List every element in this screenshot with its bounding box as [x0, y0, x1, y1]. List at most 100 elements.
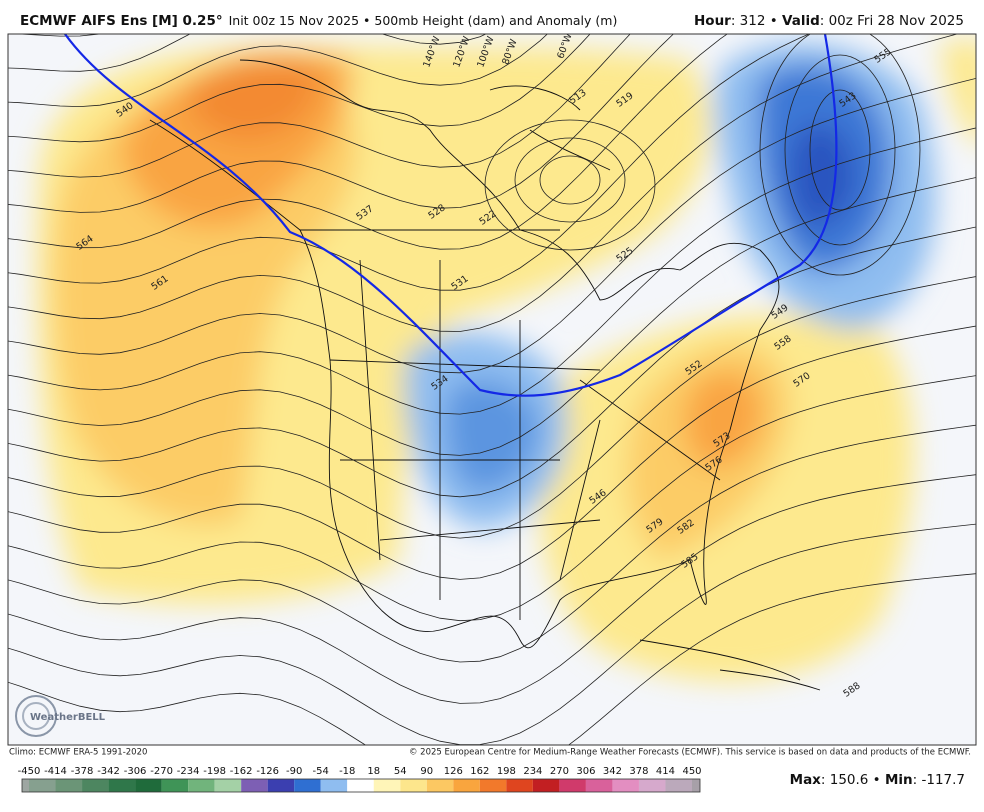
climo-note: Climo: ECMWF ERA-5 1991-2020 — [9, 748, 147, 758]
contour-line — [8, 276, 976, 539]
copyright: © 2025 European Centre for Medium-Range … — [409, 748, 971, 758]
map-frame — [7, 33, 977, 746]
colorbar-tick-label: 18 — [367, 766, 380, 777]
contour-line — [8, 34, 591, 143]
contour-line — [8, 34, 548, 108]
colorbar-swatch — [55, 779, 83, 792]
contour-line — [8, 34, 674, 213]
contour-line — [8, 523, 976, 745]
colorbar-frame — [21, 778, 701, 793]
colorbar-swatch — [453, 779, 480, 792]
contour-ring — [484, 119, 656, 251]
contour-line — [8, 424, 976, 663]
colorbar-tick-label: 234 — [523, 766, 542, 777]
contour-ring — [759, 34, 921, 276]
contour-ring — [514, 137, 626, 223]
contour-line — [8, 573, 976, 745]
colorbar-swatch — [188, 779, 215, 792]
contour-ring — [809, 89, 871, 211]
colorbar-tick-label: -306 — [124, 766, 147, 777]
colorbar-swatch — [214, 779, 242, 792]
colorbar-tick-label: 450 — [682, 766, 701, 777]
colorbar-swatch — [320, 779, 348, 792]
colorbar-swatch — [241, 779, 268, 792]
colorbar-tick-label: -18 — [339, 766, 355, 777]
contour-line — [8, 474, 976, 704]
logo-text: WeatherBELL — [30, 712, 106, 723]
valid-info: Hour: 312 • Valid: 00z Fri 28 Nov 2025 — [694, 13, 964, 29]
colorbar-swatch — [22, 779, 29, 792]
text-segment: : 312 • — [731, 13, 782, 29]
colorbar-swatch — [135, 779, 162, 792]
text-segment: Valid — [782, 13, 820, 29]
colorbar-tick-label: -450 — [18, 766, 41, 777]
contour-line — [8, 226, 976, 498]
colorbar-swatch — [638, 779, 666, 792]
colorbar-tick-label: 162 — [470, 766, 489, 777]
colorbar-tick-label: -378 — [71, 766, 94, 777]
colorbar-swatch — [373, 779, 401, 792]
colorbar-swatch — [82, 779, 109, 792]
colorbar-swatch — [692, 779, 700, 792]
max-min: Max: 150.6 • Min: -117.7 — [790, 772, 965, 788]
contour-line — [8, 375, 976, 622]
colorbar-tick-label: 342 — [603, 766, 622, 777]
colorbar-swatch — [532, 779, 560, 792]
colorbar: -450 -414 -378 -342 -306 -270 -234 -198 -162 -126… — [18, 766, 702, 793]
colorbar-swatch — [267, 779, 295, 792]
text-segment: Max — [790, 772, 822, 788]
height-contours — [8, 34, 976, 745]
contour-ring — [539, 155, 601, 205]
logo: WeatherBELL — [15, 695, 106, 737]
colorbar-tick-label: -54 — [313, 766, 329, 777]
text-segment: Min — [885, 772, 913, 788]
contour-line — [8, 34, 487, 72]
colorbar-swatch — [585, 779, 613, 792]
colorbar-tick-label: 126 — [444, 766, 463, 777]
colorbar-swatch — [108, 779, 136, 792]
text-segment: : 150.6 • — [821, 772, 885, 788]
contour-ring — [784, 54, 896, 246]
colorbar-tick-label: -162 — [230, 766, 253, 777]
text-segment: : -117.7 — [913, 772, 965, 788]
colorbar-tick-label: -342 — [97, 766, 120, 777]
colorbar-tick-label: 90 — [420, 766, 433, 777]
colorbar-tick-label: -198 — [203, 766, 226, 777]
title: ECMWF AIFS Ens [M] 0.25° Init 00z 15 Nov … — [20, 13, 617, 30]
contour-line — [8, 77, 976, 374]
540-contour — [64, 34, 838, 397]
colorbar-tick-label: -414 — [44, 766, 67, 777]
coastlines — [149, 59, 821, 691]
colorbar-tick-label: 414 — [656, 766, 675, 777]
colorbar-tick-label: 198 — [497, 766, 516, 777]
contour-line — [8, 127, 976, 415]
colorbar-swatch — [612, 779, 639, 792]
text-segment: Hour — [694, 13, 731, 29]
colorbar-swatch — [665, 779, 692, 792]
colorbar-swatch — [426, 779, 454, 792]
text-segment: : 00z Fri 28 Nov 2025 — [820, 13, 964, 29]
colorbar-tick-label: -234 — [177, 766, 200, 777]
colorbar-swatch — [347, 779, 374, 792]
colorbar-tick-label: -90 — [286, 766, 302, 777]
colorbar-swatch — [400, 779, 427, 792]
contour-line — [8, 34, 728, 250]
colorbar-tick-label: 54 — [394, 766, 407, 777]
colorbar-swatch — [294, 779, 321, 792]
anomaly-fill — [36, 40, 976, 682]
colorbar-swatch — [479, 779, 507, 792]
contour-line — [8, 325, 976, 580]
colorbar-tick-label: -270 — [150, 766, 173, 777]
colorbar-tick-label: 378 — [629, 766, 648, 777]
contour-line — [8, 34, 811, 291]
title-text: ECMWF AIFS Ens [M] 0.25° — [20, 13, 223, 29]
colorbar-swatch — [559, 779, 586, 792]
colorbar-swatch — [506, 779, 533, 792]
contour-line — [8, 34, 631, 178]
subtitle: Init 00z 15 Nov 2025 • 500mb Height (dam… — [229, 13, 618, 28]
colorbar-swatch — [161, 779, 189, 792]
colorbar-swatch — [29, 779, 56, 792]
